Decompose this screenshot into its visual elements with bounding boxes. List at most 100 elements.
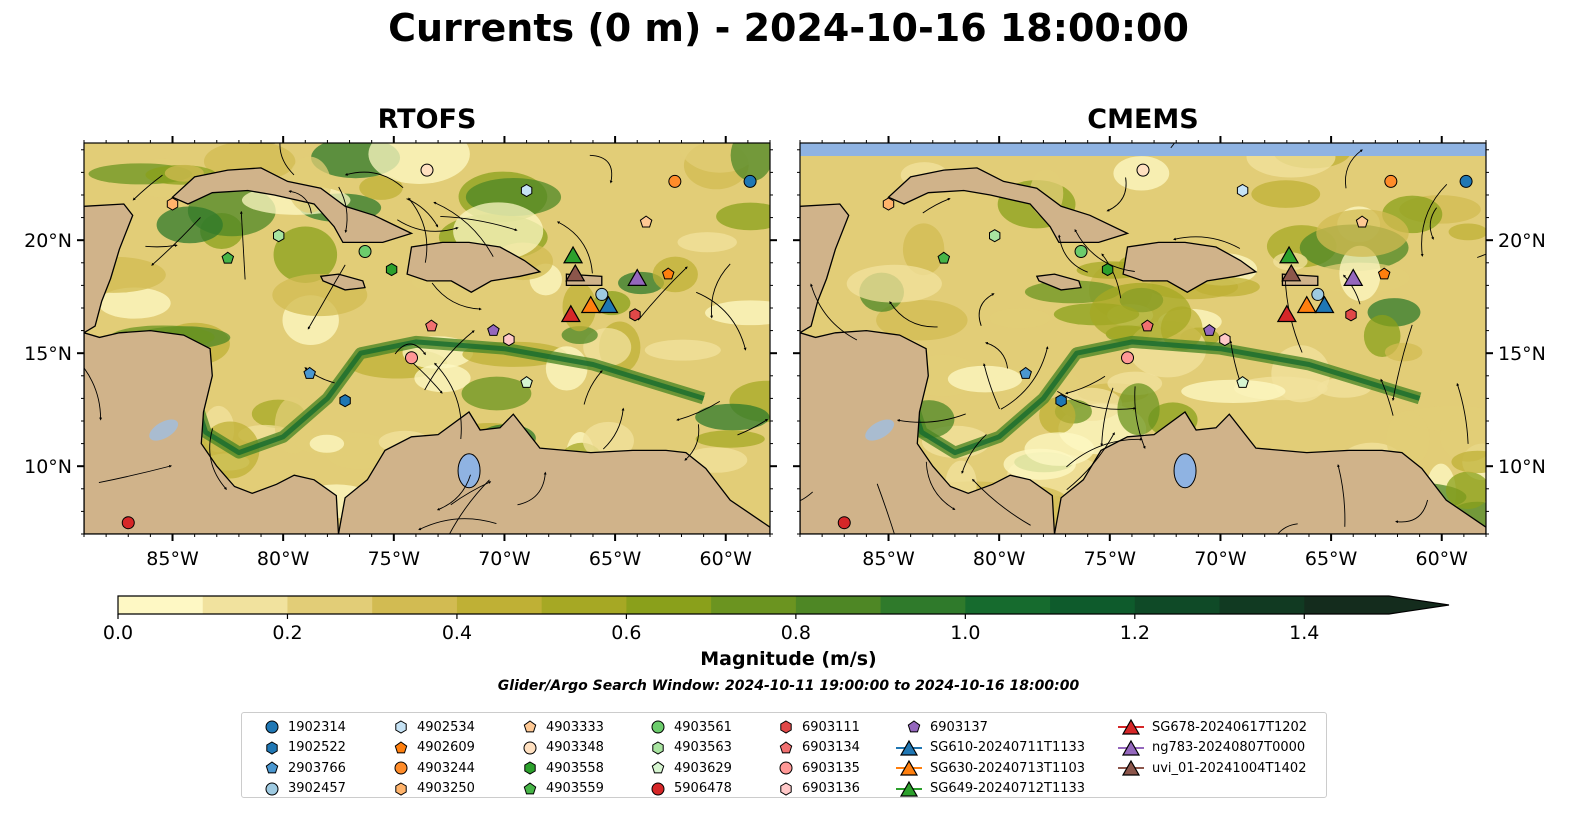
float-marker-4903244 <box>1384 174 1398 188</box>
float-marker-1902522 <box>339 394 351 408</box>
legend-marker-icon <box>265 720 279 734</box>
legend-marker-icon <box>896 759 922 776</box>
lat-tick-label: 10°N <box>24 456 72 478</box>
float-marker-6903135 <box>1121 351 1135 365</box>
legend-label: 6903111 <box>802 719 860 735</box>
legend-label: 4903244 <box>417 760 475 776</box>
colorbar-segment <box>1304 596 1390 614</box>
legend-item: uvi_01-20241004T1402 <box>1116 758 1306 778</box>
legend-label: 2903766 <box>288 760 346 776</box>
legend-item: SG649-20240712T1133 <box>894 779 1085 799</box>
float-marker-SG610-20240711T1133 <box>598 295 619 314</box>
legend-item: 4903563 <box>638 738 732 758</box>
legend-label: SG630-20240713T1103 <box>930 760 1086 776</box>
float-marker-4903348 <box>420 163 434 177</box>
legend-item: 3902457 <box>252 779 346 799</box>
legend-marker-icon <box>896 739 922 756</box>
float-marker-5906478 <box>837 516 851 530</box>
float-marker-1902314 <box>1459 174 1473 188</box>
float-marker-4903333 <box>1355 215 1369 228</box>
float-marker-1902522 <box>1055 394 1067 408</box>
lon-tick-label: 65°W <box>589 548 642 570</box>
float-marker-5906478 <box>121 516 135 530</box>
legend-item: 4902534 <box>381 717 475 737</box>
colorbar-tick-label: 0.2 <box>272 622 302 644</box>
float-marker-6903136 <box>503 333 515 347</box>
legend-marker-icon <box>523 781 537 794</box>
float-marker-4903558 <box>385 263 398 277</box>
legend-marker-icon <box>395 720 407 734</box>
float-marker-SG678-20240617T1202 <box>1276 304 1297 323</box>
float-marker-3902457 <box>1311 287 1325 301</box>
float-marker-uvi_01-20241004T1402 <box>565 263 586 282</box>
float-marker-SG649-20240712T1133 <box>563 245 584 264</box>
legend-marker-icon <box>265 782 279 795</box>
float-marker-6903111 <box>629 308 641 322</box>
legend-label: 4903629 <box>674 760 732 776</box>
float-marker-SG630-20240713T1103 <box>1296 295 1317 314</box>
legend-item: 1902314 <box>252 717 346 737</box>
legend-item: 4903333 <box>510 717 604 737</box>
float-marker-4903348 <box>1136 163 1150 177</box>
legend-item: 4903629 <box>638 758 732 778</box>
legend-label: 6903137 <box>930 719 988 735</box>
legend-item: ng783-20240807T0000 <box>1116 738 1305 758</box>
float-marker-SG649-20240712T1133 <box>1279 245 1300 264</box>
legend-label: 1902314 <box>288 719 346 735</box>
legend-item: SG678-20240617T1202 <box>1116 717 1307 737</box>
colorbar-tick-label: 0.6 <box>611 622 641 644</box>
colorbar-segment <box>202 596 288 614</box>
legend-label: 4903348 <box>546 740 604 755</box>
float-marker-4902609 <box>1377 267 1391 280</box>
map-panel-rtofs <box>84 143 770 534</box>
legend-label: 4903558 <box>546 760 604 776</box>
legend-marker-icon <box>779 740 793 753</box>
colorbar-tick-label: 1.4 <box>1289 622 1319 644</box>
legend-item: 4903244 <box>381 758 475 778</box>
float-marker-4903333 <box>639 215 653 228</box>
legend-marker-icon <box>1118 759 1144 776</box>
map-frame-1 <box>799 142 1487 535</box>
float-marker-uvi_01-20241004T1402 <box>1281 263 1302 282</box>
figure-title: Currents (0 m) - 2024-10-16 18:00:00 <box>388 6 1189 50</box>
legend-item: 6903111 <box>766 717 860 737</box>
legend-label: 3902457 <box>288 781 346 796</box>
float-marker-4903563 <box>273 229 285 243</box>
legend-label: SG678-20240617T1202 <box>1152 719 1308 735</box>
colorbar-tick-label: 0.0 <box>103 622 133 644</box>
lon-tick-label: 80°W <box>257 548 310 570</box>
legend-marker-icon <box>907 720 921 733</box>
legend-label: uvi_01-20241004T1402 <box>1152 760 1307 776</box>
legend-marker-icon <box>523 741 537 754</box>
legend-marker-icon <box>1118 739 1144 756</box>
float-marker-SG678-20240617T1202 <box>560 304 581 323</box>
legend-item: 4903558 <box>510 758 604 778</box>
colorbar-segment <box>456 596 543 614</box>
legend-item: 4903559 <box>510 779 604 799</box>
legend-marker-icon <box>651 720 665 734</box>
legend-item: 4903561 <box>638 717 732 737</box>
colorbar-extend <box>1389 596 1449 614</box>
legend-label: SG610-20240711T1133 <box>930 740 1086 755</box>
legend-marker-icon <box>652 740 664 755</box>
panel-title-rtofs: RTOFS <box>377 104 477 135</box>
legend-item: 6903137 <box>894 717 988 737</box>
legend-label: 6903136 <box>802 781 860 796</box>
lat-tick-label: 10°N <box>1498 456 1546 478</box>
colorbar-segment <box>287 596 373 614</box>
float-marker-2903766 <box>1019 366 1032 379</box>
colorbar-segment <box>1134 596 1221 614</box>
colorbar-segment <box>372 596 458 614</box>
float-marker-4902534 <box>1236 183 1249 198</box>
legend-marker-icon <box>394 740 408 753</box>
legend-item: SG610-20240711T1133 <box>894 738 1085 758</box>
colorbar-label: Magnitude (m/s) <box>700 648 877 670</box>
search-window-label: Glider/Argo Search Window: 2024-10-11 19… <box>497 678 1080 694</box>
legend-item: SG630-20240713T1103 <box>894 758 1085 778</box>
float-marker-6903136 <box>1219 333 1231 347</box>
lon-tick-label: 85°W <box>862 548 915 570</box>
lon-tick-label: 75°W <box>368 548 421 570</box>
legend-item: 4902609 <box>381 738 475 758</box>
colorbar-segment <box>541 596 627 614</box>
